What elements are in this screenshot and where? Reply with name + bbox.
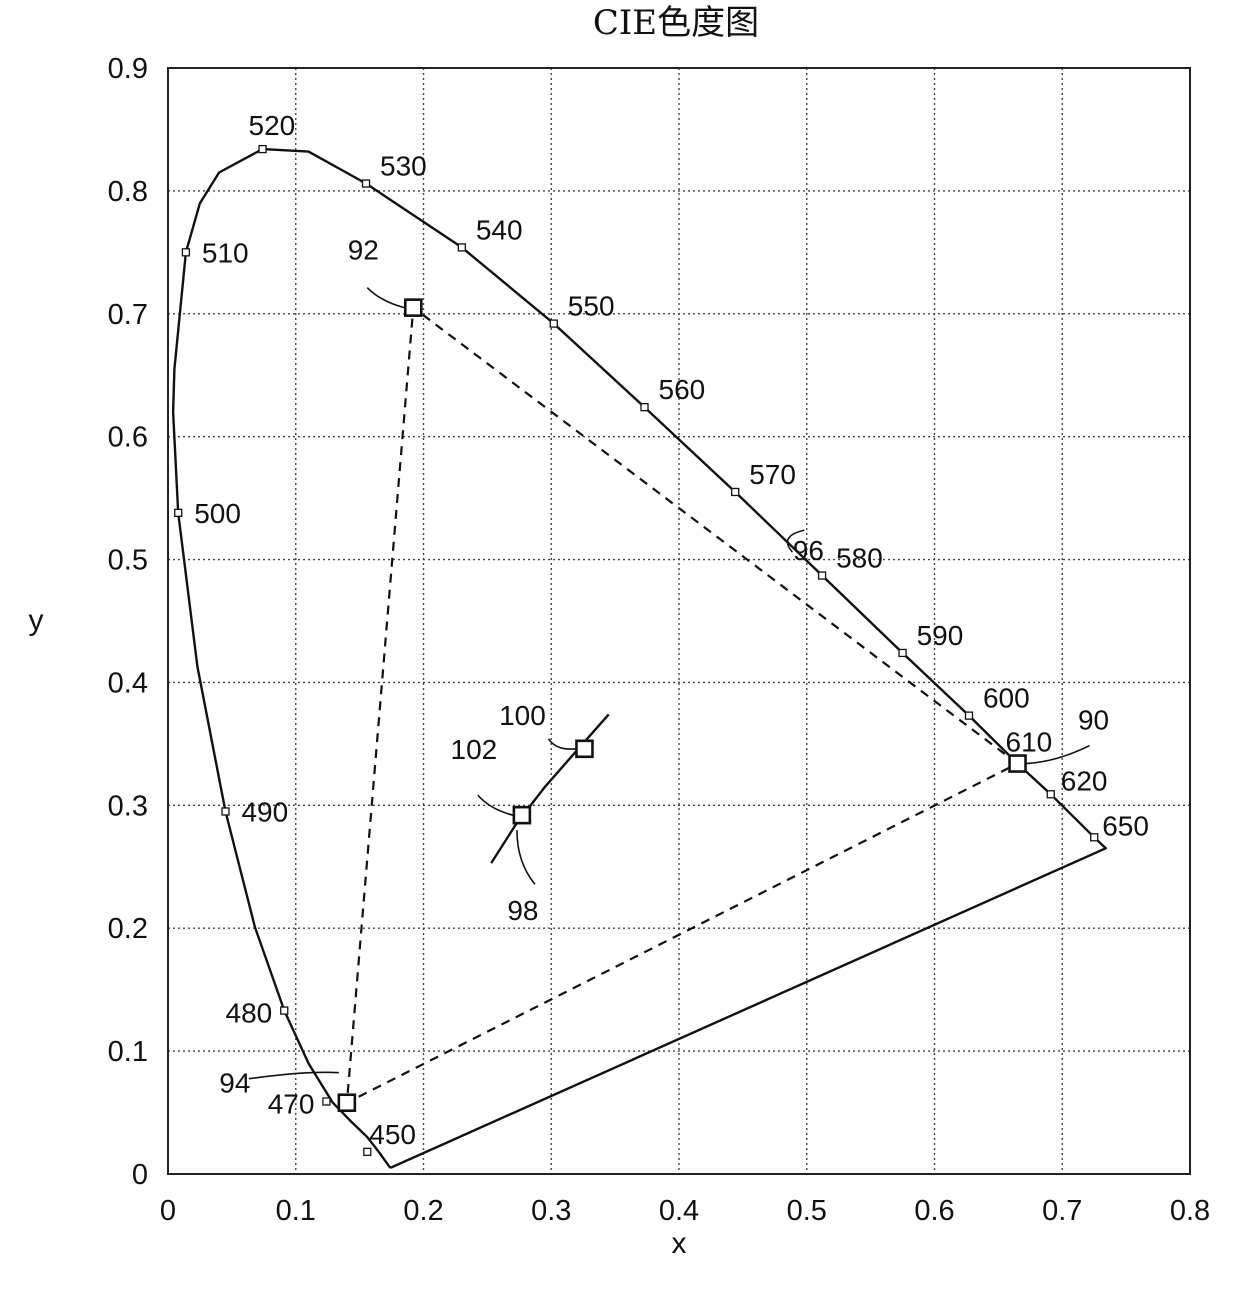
wavelength-label: 510 [202, 237, 249, 268]
wavelength-label: 610 [1006, 727, 1053, 758]
wavelength-marker [817, 571, 827, 580]
y-tick-label: 0.2 [108, 913, 148, 945]
grid-lines [168, 68, 1190, 1174]
reference-leader [786, 529, 805, 553]
reference-label: 98 [507, 895, 538, 926]
plot-markers [174, 144, 1099, 1157]
reference-leader [477, 794, 514, 816]
wavelength-marker [280, 1006, 289, 1015]
x-tick-label: 0.3 [531, 1195, 571, 1227]
wavelength-label: 550 [568, 291, 615, 322]
wavelength-label: 500 [194, 498, 241, 529]
wavelength-marker [361, 179, 371, 188]
x-tick-label: 0.4 [659, 1195, 699, 1227]
wavelength-label: 530 [380, 151, 427, 182]
chart-title: CIE色度图 [593, 3, 759, 43]
wavelength-marker [322, 1097, 331, 1106]
wavelength-label: 590 [917, 620, 964, 651]
series-line [490, 713, 610, 864]
marked-point [1008, 754, 1027, 773]
wavelength-marker [731, 487, 740, 497]
wavelength-label: 570 [749, 459, 796, 490]
marked-point [512, 805, 532, 825]
wavelength-label: 450 [369, 1119, 416, 1150]
wavelength-marker [457, 243, 466, 252]
y-tick-label: 0.3 [108, 790, 148, 822]
marked-point [337, 1093, 357, 1113]
y-tick-label: 0.8 [108, 176, 148, 208]
plot-frame [167, 67, 1191, 1175]
reference-label: 94 [219, 1068, 250, 1099]
wavelength-label: 480 [226, 998, 273, 1029]
y-tick-label: 0.7 [108, 299, 148, 331]
reference-leader [248, 1071, 339, 1080]
y-tick-label: 0.4 [108, 667, 148, 699]
wavelength-marker [964, 711, 974, 720]
marked-point [575, 739, 594, 759]
wavelength-label: 490 [241, 796, 288, 827]
reference-leader [516, 830, 536, 885]
axis-ticks: 0 0.1 0.2 0.3 0.4 0.5 0.6 0.7 0.8 0 0.1 0.2 0.3 0.4 0.… [108, 53, 1210, 1227]
plot-labels: 520 530 510 540 550 560 570 500 580 590 600 610 620 6… [194, 110, 1149, 1150]
reference-label: 90 [1078, 705, 1109, 736]
wavelength-marker [640, 403, 649, 412]
wavelength-label: 650 [1102, 810, 1149, 841]
wavelength-label: 600 [983, 683, 1030, 714]
x-tick-label: 0.7 [1042, 1195, 1082, 1227]
y-tick-label: 0.1 [108, 1036, 148, 1068]
x-tick-label: 0.5 [787, 1195, 827, 1227]
x-tick-label: 0.1 [276, 1195, 316, 1227]
y-tick-label: 0.9 [108, 53, 148, 85]
reference-label: 96 [793, 535, 824, 566]
wavelength-label: 520 [249, 110, 296, 141]
x-tick-label: 0 [160, 1195, 176, 1227]
wavelength-label: 560 [659, 374, 706, 405]
y-tick-label: 0.5 [108, 545, 148, 577]
wavelength-marker [1090, 833, 1099, 842]
wavelength-label: 540 [476, 214, 523, 245]
wavelength-label: 620 [1061, 765, 1108, 796]
x-tick-label: 0.8 [1170, 1195, 1210, 1227]
reference-label: 102 [451, 734, 498, 765]
x-axis-label: x [672, 1227, 687, 1260]
x-tick-label: 0.6 [914, 1195, 954, 1227]
wavelength-marker [549, 319, 558, 328]
reference-label: 100 [499, 700, 546, 731]
y-axis-label: y [29, 604, 44, 637]
series-line [345, 306, 1019, 1104]
wavelength-label: 580 [836, 543, 883, 574]
reference-leader [366, 287, 405, 309]
reference-leader [547, 738, 576, 750]
wavelength-label: 470 [268, 1088, 315, 1119]
reference-label: 92 [348, 235, 379, 266]
y-tick-label: 0 [132, 1159, 148, 1191]
reference-leader [1026, 744, 1090, 765]
wavelength-marker [181, 248, 191, 257]
wavelength-marker [258, 144, 267, 154]
wavelength-marker [221, 807, 230, 816]
wavelength-marker [898, 648, 907, 658]
marked-point [403, 298, 423, 317]
wavelength-marker [363, 1147, 372, 1157]
wavelength-marker [174, 508, 183, 518]
y-tick-label: 0.6 [108, 422, 148, 454]
x-tick-label: 0.2 [403, 1195, 443, 1227]
wavelength-marker [1046, 790, 1055, 799]
